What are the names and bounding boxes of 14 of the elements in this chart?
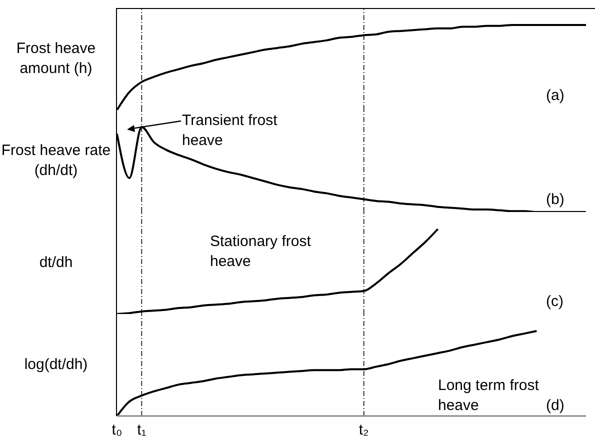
annotation: (d) xyxy=(546,396,566,416)
x-tick-label: t₁ xyxy=(137,422,146,439)
y-axis-title: log(dt/dh) xyxy=(23,355,89,375)
x-tick-label: t₂ xyxy=(358,422,370,439)
annotation: (b) xyxy=(546,190,566,210)
y-axis-title: Frost heave rate (dh/dt) xyxy=(0,141,112,181)
annotation: Transient frost heave xyxy=(182,111,278,151)
annotation: Stationary frost heave xyxy=(210,232,312,272)
annotation: Long term frost heave xyxy=(438,377,539,414)
annotation: (a) xyxy=(546,86,566,106)
y-axis-title: Frost heave amount (h) xyxy=(15,39,97,79)
x-tick-label: t₀ xyxy=(112,422,122,439)
y-axis-title: dt/dh xyxy=(38,253,74,273)
annotation: (c) xyxy=(546,292,564,312)
